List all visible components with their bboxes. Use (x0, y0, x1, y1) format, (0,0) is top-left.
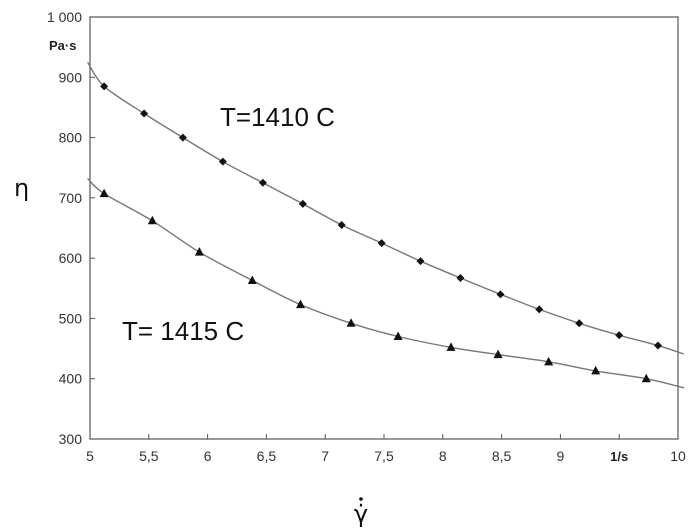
x-tick-label: 6,5 (257, 448, 277, 464)
plot-frame (89, 16, 679, 440)
data-point-diamond (496, 290, 505, 299)
data-point-diamond (416, 257, 425, 266)
y-tick-label: 1 000 (47, 9, 82, 25)
x-tick-label: 5,5 (139, 448, 159, 464)
data-point-diamond (654, 341, 663, 350)
data-point-triangle (446, 342, 456, 351)
data-point-triangle (544, 356, 554, 366)
x-tick-label: 7 (321, 448, 329, 464)
x-tick-label: 6 (204, 448, 212, 464)
series-label-1410: T=1410 C (220, 102, 335, 132)
data-point-triangle (99, 188, 109, 198)
x-tick-label: 5 (86, 448, 94, 464)
data-point-triangle (641, 373, 651, 383)
data-point-triangle (493, 349, 503, 359)
data-point-diamond (100, 82, 109, 91)
x-tick-label: 8,5 (492, 448, 512, 464)
data-point-diamond (575, 319, 584, 328)
data-point-diamond (140, 109, 149, 118)
x-tick-label: 7,5 (374, 448, 394, 464)
x-tick-label: 9 (557, 448, 565, 464)
y-tick-label: 500 (59, 310, 83, 326)
data-point-diamond (218, 157, 227, 166)
x-axis-unit: 1/s (610, 449, 628, 464)
data-point-triangle (147, 215, 157, 225)
data-point-triangle (194, 247, 204, 256)
y-axis-label: η (14, 174, 29, 202)
data-markers (99, 82, 663, 383)
x-tick-label: 8 (439, 448, 447, 464)
x-tick-label: 10 (670, 448, 686, 464)
y-tick-label: 300 (59, 431, 83, 447)
x-axis-label: γ̇ (354, 500, 368, 528)
y-axis-ticks: 300 400 500 600 700 800 900 1 000 (47, 9, 95, 447)
y-tick-label: 900 (59, 69, 83, 85)
y-tick-label: 800 (59, 130, 83, 146)
data-point-triangle (346, 318, 356, 327)
data-point-triangle (296, 299, 306, 309)
data-point-diamond (615, 331, 624, 340)
data-point-diamond (337, 220, 346, 229)
data-point-diamond (298, 199, 307, 208)
y-tick-label: 700 (59, 190, 83, 206)
data-point-diamond (258, 178, 267, 187)
y-tick-label: 600 (59, 250, 83, 266)
data-point-triangle (591, 365, 601, 375)
y-tick-label: 400 (59, 371, 83, 387)
data-point-diamond (456, 274, 465, 283)
data-point-diamond (377, 239, 386, 248)
data-point-diamond (178, 133, 187, 142)
data-point-triangle (247, 275, 257, 284)
y-axis-unit: Pa·s (49, 38, 76, 53)
data-point-diamond (535, 305, 544, 314)
x-axis-ticks: 5 5,5 6 6,5 7 7,5 8 8,5 9 1/s 10 (86, 434, 686, 464)
data-point-triangle (393, 331, 403, 341)
series-label-1415: T= 1415 C (122, 316, 244, 346)
rate-dot (359, 497, 363, 501)
